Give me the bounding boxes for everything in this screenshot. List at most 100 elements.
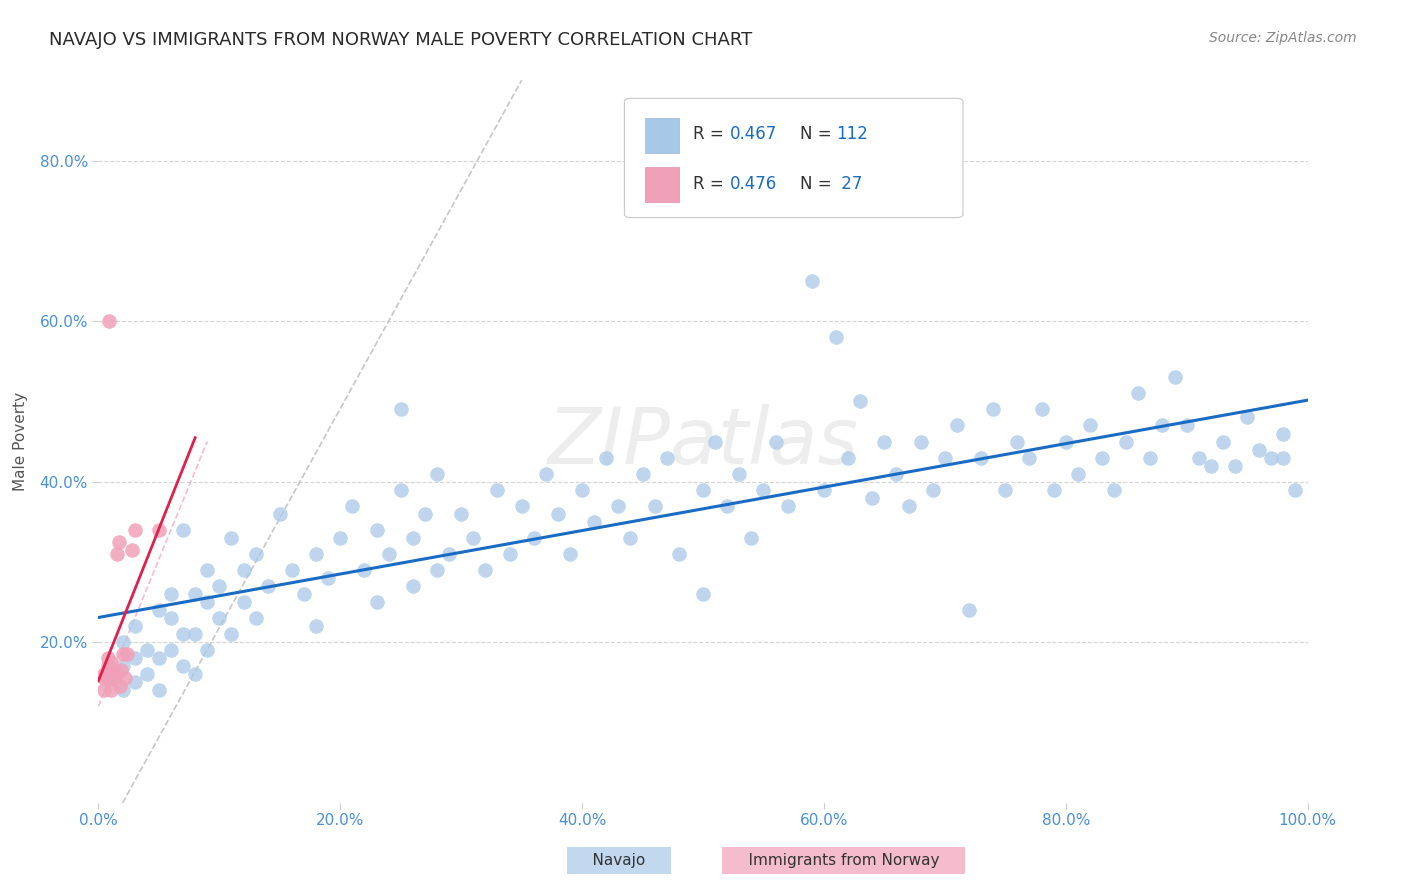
FancyBboxPatch shape <box>624 98 963 218</box>
Text: 0.476: 0.476 <box>730 175 778 193</box>
Point <box>1175 418 1198 433</box>
Point <box>1212 434 1234 449</box>
Point <box>96 667 118 681</box>
Point <box>148 523 170 537</box>
Point <box>121 542 143 557</box>
Point <box>860 491 883 505</box>
Point <box>98 671 121 685</box>
Point <box>108 680 131 694</box>
Point <box>1091 450 1114 465</box>
Point <box>172 627 194 641</box>
Point <box>110 664 132 678</box>
Point <box>607 499 630 513</box>
Point <box>1188 450 1211 465</box>
Point <box>124 675 146 690</box>
Point <box>437 547 460 561</box>
Point <box>934 450 956 465</box>
Point <box>305 619 328 633</box>
Point <box>595 450 617 465</box>
Text: N =: N = <box>800 126 837 144</box>
Point <box>426 563 449 577</box>
Point <box>534 467 557 481</box>
Point <box>825 330 848 344</box>
Point <box>245 611 267 625</box>
Point <box>1018 450 1040 465</box>
FancyBboxPatch shape <box>645 167 679 202</box>
Point <box>389 402 412 417</box>
Text: 0.467: 0.467 <box>730 126 778 144</box>
Point <box>135 667 157 681</box>
Point <box>510 499 533 513</box>
Point <box>970 450 993 465</box>
Point <box>1236 410 1258 425</box>
Point <box>93 671 115 685</box>
Point <box>232 563 254 577</box>
Point <box>1260 450 1282 465</box>
Point <box>1031 402 1053 417</box>
Point <box>105 547 128 561</box>
Point <box>108 534 131 549</box>
Point <box>97 659 120 673</box>
Point <box>1249 442 1271 457</box>
Point <box>184 587 207 601</box>
Point <box>886 467 908 481</box>
Point <box>837 450 859 465</box>
Point <box>366 523 388 537</box>
Point <box>957 603 980 617</box>
Point <box>523 531 546 545</box>
Text: Navajo: Navajo <box>572 854 665 868</box>
Point <box>486 483 509 497</box>
Point <box>463 531 485 545</box>
Point <box>101 664 124 678</box>
Point <box>873 434 896 449</box>
Point <box>93 667 115 681</box>
Point <box>124 651 146 665</box>
Point <box>208 611 231 625</box>
Point <box>103 671 125 685</box>
Point <box>849 394 872 409</box>
Point <box>692 483 714 497</box>
Point <box>111 683 134 698</box>
Point <box>1223 458 1246 473</box>
Point <box>897 499 920 513</box>
Point <box>148 683 170 698</box>
Point <box>160 587 183 601</box>
Point <box>135 643 157 657</box>
Point <box>1284 483 1306 497</box>
Text: R =: R = <box>693 126 730 144</box>
Point <box>765 434 787 449</box>
Point <box>716 499 738 513</box>
Point <box>316 571 339 585</box>
Point <box>728 467 751 481</box>
Point <box>389 483 412 497</box>
Point <box>245 547 267 561</box>
Point <box>474 563 496 577</box>
Point <box>1152 418 1174 433</box>
Y-axis label: Male Poverty: Male Poverty <box>14 392 28 491</box>
Point <box>426 467 449 481</box>
Point <box>329 531 352 545</box>
Point <box>98 314 121 328</box>
Point <box>100 683 122 698</box>
Point <box>583 515 606 529</box>
Point <box>281 563 304 577</box>
Point <box>1115 434 1137 449</box>
Point <box>1042 483 1064 497</box>
Point <box>813 483 835 497</box>
Point <box>104 667 127 681</box>
Point <box>704 434 727 449</box>
Text: 112: 112 <box>837 126 868 144</box>
Point <box>668 547 690 561</box>
Point <box>96 671 118 685</box>
Point <box>148 651 170 665</box>
Point <box>1272 426 1295 441</box>
Point <box>619 531 641 545</box>
Point <box>1139 450 1161 465</box>
Point <box>413 507 436 521</box>
Point <box>124 523 146 537</box>
Point <box>172 523 194 537</box>
Point <box>117 648 139 662</box>
Point <box>1102 483 1125 497</box>
Point <box>981 402 1004 417</box>
Point <box>1007 434 1029 449</box>
